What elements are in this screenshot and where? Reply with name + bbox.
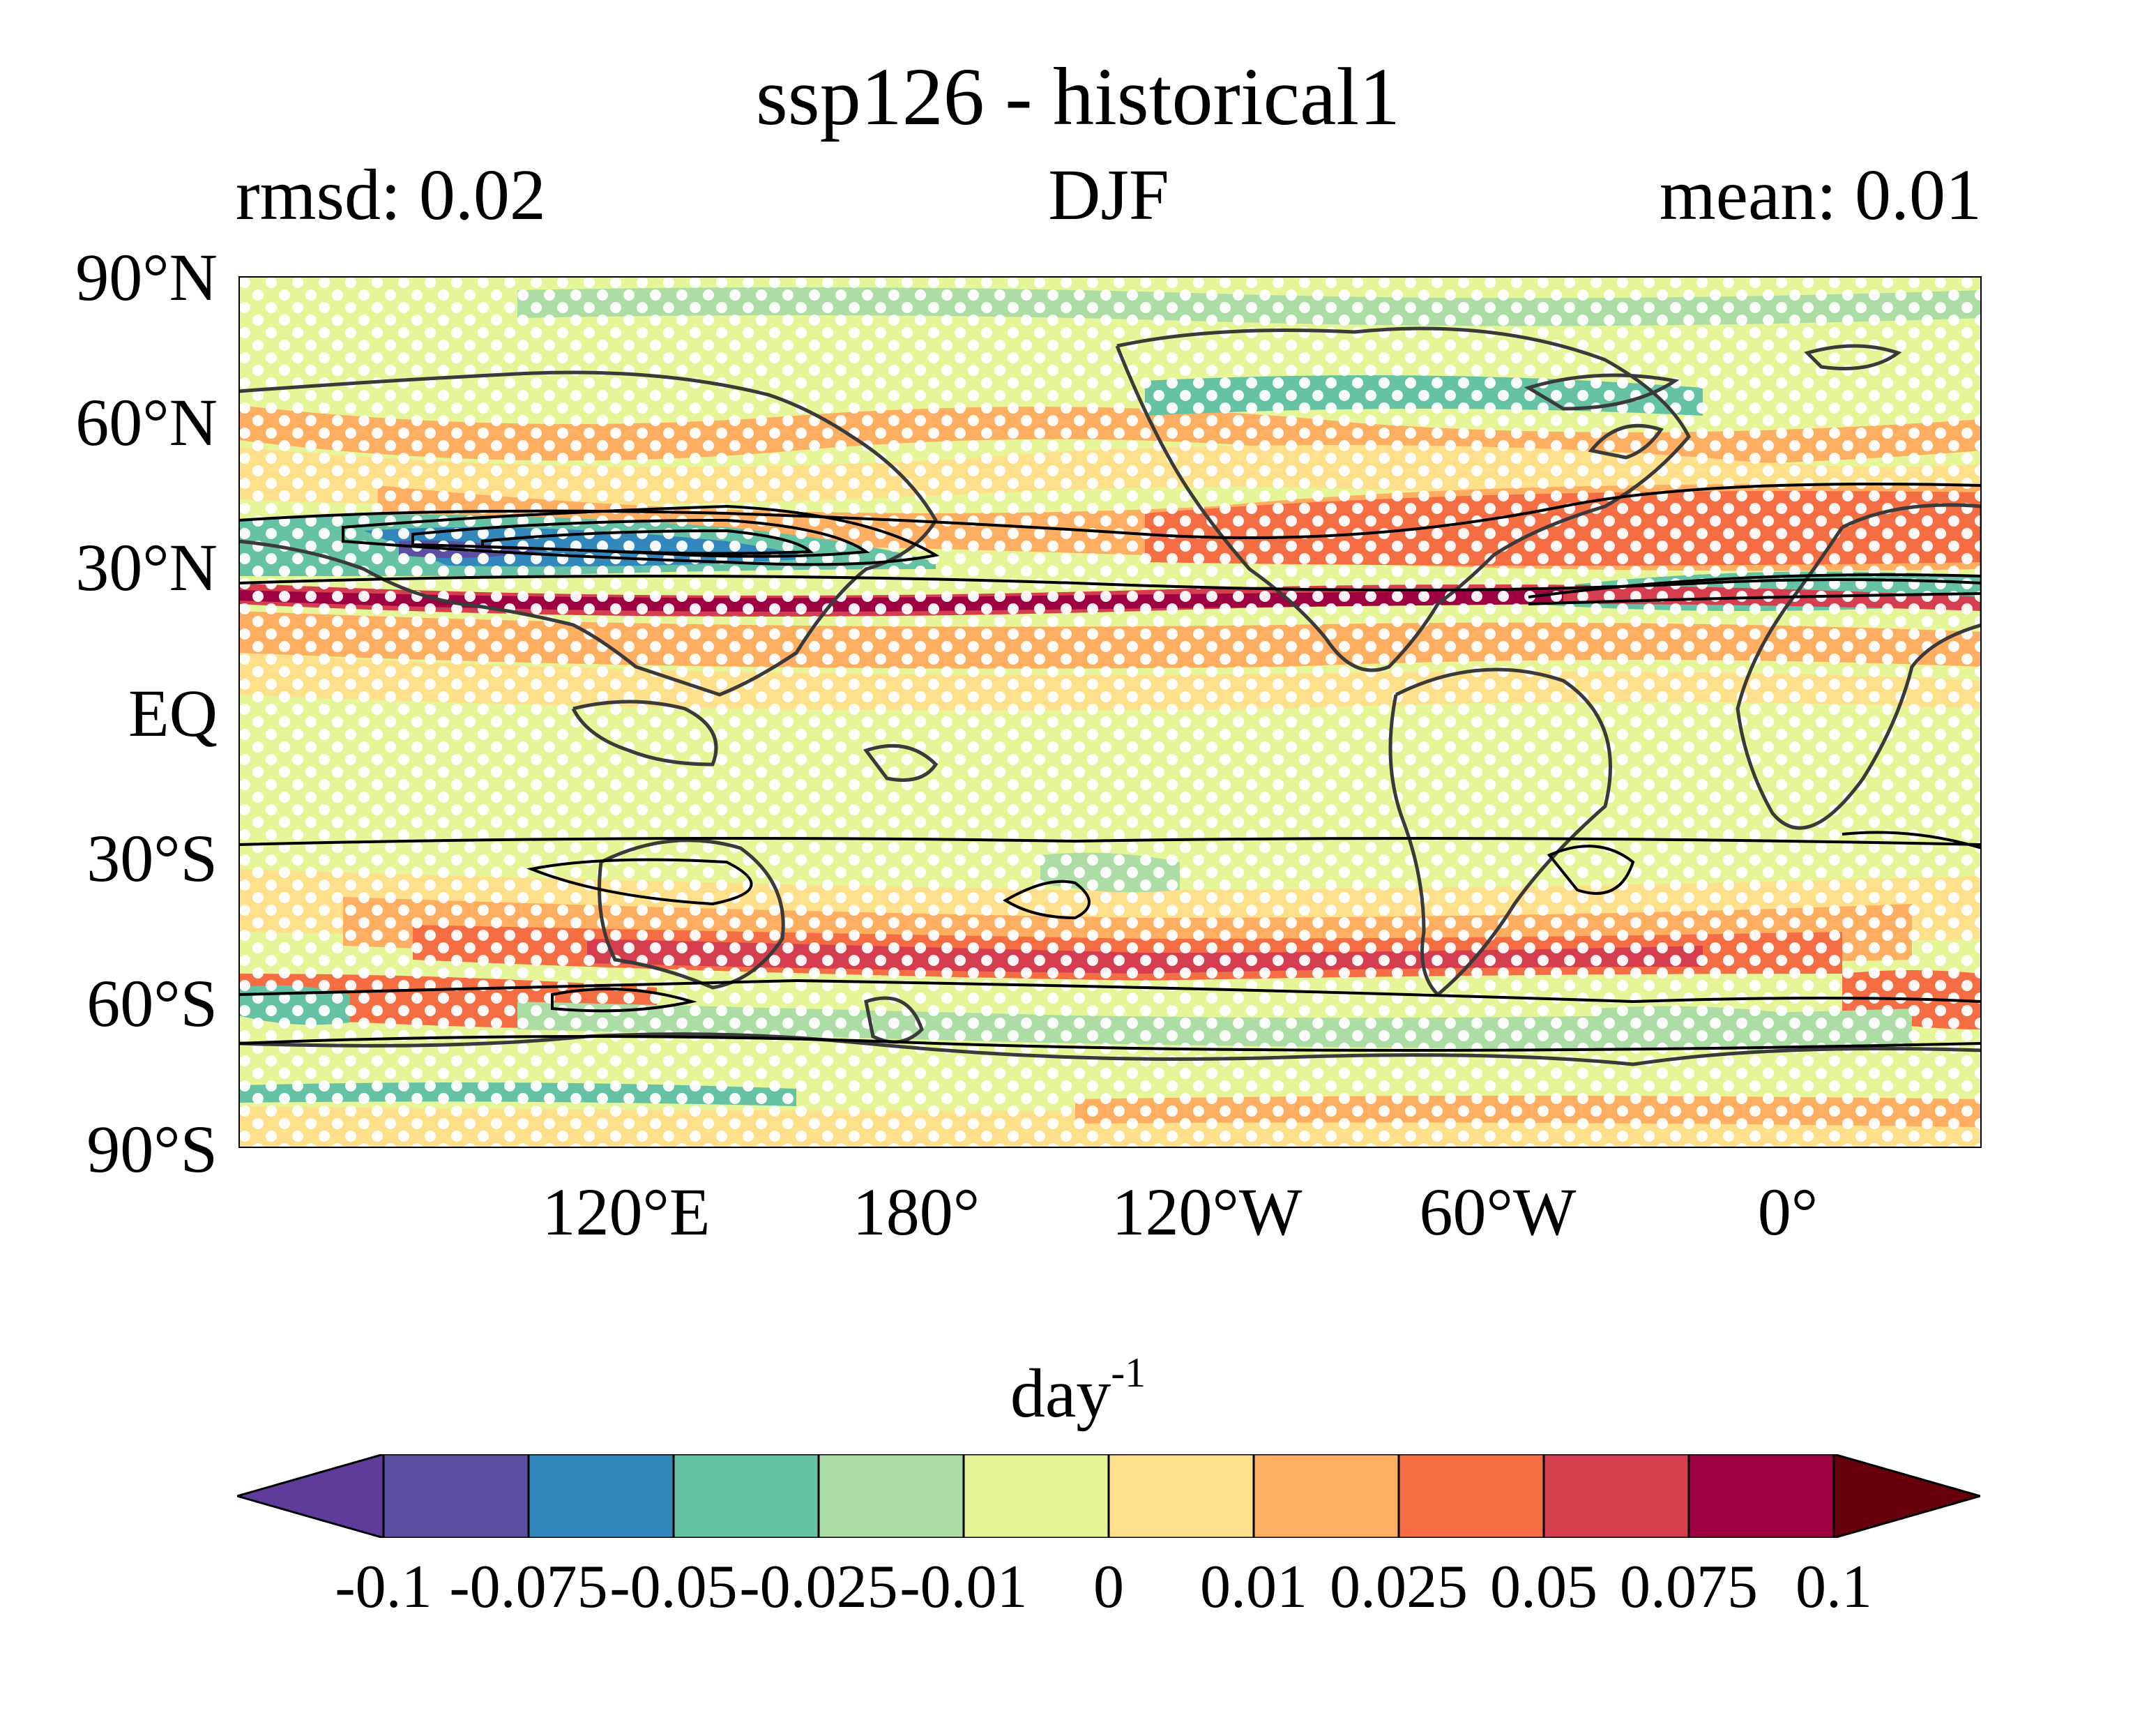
lat-label-30n: 30°N: [75, 530, 218, 605]
colorbar-tick-label: -0.075: [449, 1553, 608, 1621]
rmsd-label: rmsd: 0.02: [236, 155, 546, 235]
colorbar-segment: [817, 1454, 965, 1538]
colorbar-tick-label: 0.01: [1200, 1553, 1307, 1621]
colorbar-segment: [1252, 1454, 1400, 1538]
climatology-contours: [238, 483, 1982, 1052]
colorbar-segment: [1107, 1454, 1255, 1538]
colorbar-tick-label: -0.05: [609, 1553, 738, 1621]
colorbar-extend-min: [237, 1454, 385, 1538]
colorbar-segment: [1397, 1454, 1545, 1538]
colorbar-segment: [527, 1454, 675, 1538]
colorbar-extend-max: [1832, 1454, 1980, 1538]
colorbar-segment: [1542, 1454, 1690, 1538]
colorbar-tick-label: 0: [1093, 1553, 1124, 1621]
lon-label-60w: 60°W: [1419, 1175, 1577, 1249]
colorbar-segment: [672, 1454, 820, 1538]
lat-label-60n: 60°N: [75, 385, 218, 460]
lat-label-60s: 60°S: [86, 966, 218, 1041]
map-panel: [238, 276, 1982, 1148]
colorbar: [237, 1454, 1980, 1538]
mean-label: mean: 0.01: [1659, 155, 1982, 235]
lat-label-30s: 30°S: [86, 821, 218, 896]
lat-label-90n: 90°N: [75, 240, 218, 315]
significance-stippling: [238, 276, 1982, 1148]
colorbar-tick-label: 0.075: [1620, 1553, 1758, 1621]
colorbar-tick-label: 0.1: [1796, 1553, 1872, 1621]
colorbar-tick-label: -0.1: [335, 1553, 432, 1621]
lon-label-180: 180°: [852, 1175, 980, 1249]
lon-label-0: 0°: [1757, 1175, 1819, 1249]
colorbar-tick-label: 0.025: [1330, 1553, 1468, 1621]
colorbar-segment: [1687, 1454, 1835, 1538]
colorbar-tick-label: -0.01: [899, 1553, 1028, 1621]
lon-label-120w: 120°W: [1111, 1175, 1303, 1249]
colorbar-tick-label: -0.025: [739, 1553, 898, 1621]
units-base: day: [1010, 1354, 1111, 1432]
colorbar-segment: [382, 1454, 530, 1538]
colorbar-tick-label: 0.05: [1490, 1553, 1597, 1621]
lat-label-90s: 90°S: [86, 1112, 218, 1186]
colorbar-segment: [962, 1454, 1110, 1538]
lat-label-eq: EQ: [128, 676, 218, 750]
season-label: DJF: [1048, 155, 1169, 235]
map-title: ssp126 - historical1: [755, 51, 1401, 142]
units-exponent: -1: [1111, 1350, 1146, 1396]
coastlines: [238, 326, 1982, 1066]
lon-label-120e: 120°E: [542, 1175, 711, 1249]
units-label: day-1: [0, 1350, 2156, 1433]
